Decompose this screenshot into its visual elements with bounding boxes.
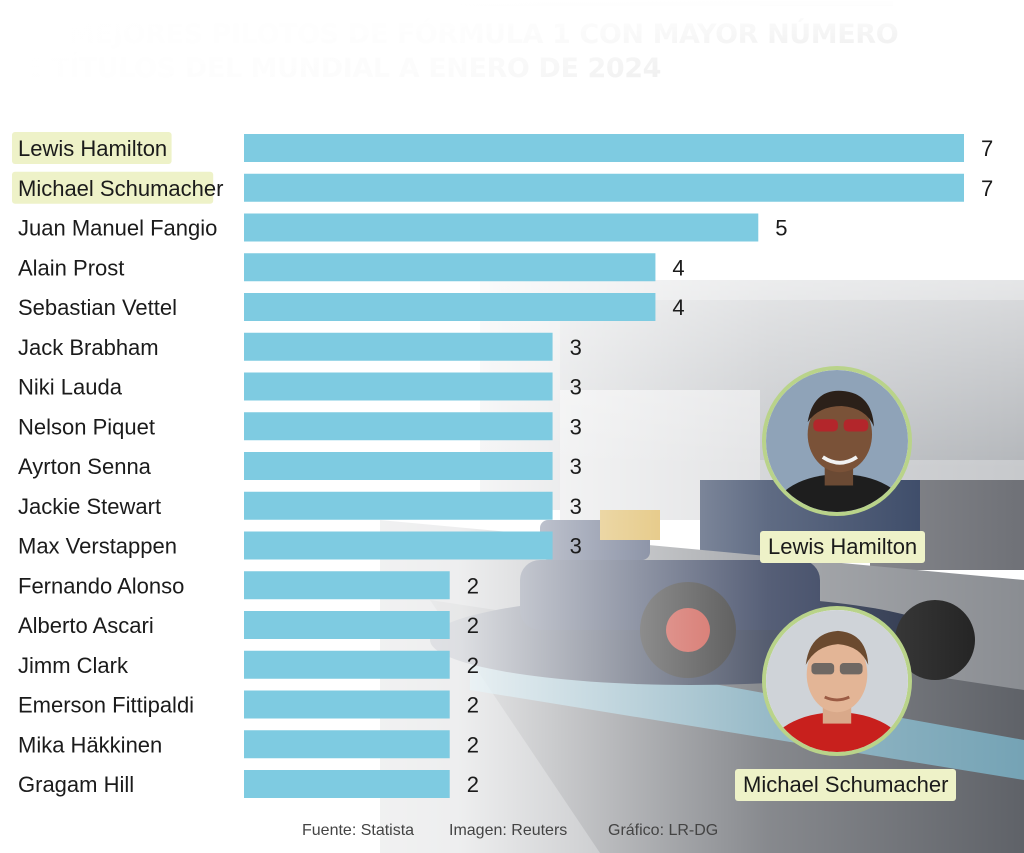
- bar-alain-prost: [244, 253, 656, 282]
- bar-alberto-ascari: [244, 611, 450, 639]
- category-label-alberto-ascari: Alberto Ascari: [18, 613, 154, 638]
- category-label-alain-prost: Alain Prost: [18, 255, 124, 280]
- footer-image-credit: Imagen: Reuters: [449, 822, 568, 839]
- bar-max-verstappen: [244, 531, 553, 560]
- bar-fernando-alonso: [244, 571, 450, 600]
- category-label-jack-brabham: Jack Brabham: [18, 335, 159, 360]
- bar-mika-hakkinen: [244, 730, 450, 759]
- bar-juan-manuel-fangio: [244, 213, 759, 242]
- label-highlight-lewis-hamilton: [12, 132, 172, 164]
- category-label-jimm-clark: Jimm Clark: [18, 653, 129, 678]
- value-label-jimm-clark: 2: [467, 653, 479, 678]
- category-label-nelson-piquet: Nelson Piquet: [18, 414, 155, 439]
- category-label-niki-lauda: Niki Lauda: [18, 375, 123, 400]
- bar-jimm-clark: [244, 650, 450, 679]
- hamilton-portrait-image: [766, 370, 908, 512]
- value-label-max-verstappen: 3: [570, 534, 582, 559]
- bar-jackie-stewart: [244, 491, 553, 520]
- footer: Fuente: Statista Imagen: Reuters Gráfico…: [0, 822, 1024, 844]
- bar-ayrton-senna: [244, 452, 553, 480]
- category-label-sebastian-vettel: Sebastian Vettel: [18, 295, 177, 320]
- hamilton-portrait: [762, 366, 912, 516]
- category-label-gragam-hill: Gragam Hill: [18, 772, 134, 797]
- category-label-mika-hakkinen: Mika Häkkinen: [18, 732, 162, 757]
- bar-jack-brabham: [244, 332, 553, 361]
- category-label-juan-manuel-fangio: Juan Manuel Fangio: [18, 216, 217, 241]
- category-label-ayrton-senna: Ayrton Senna: [18, 454, 152, 479]
- schumacher-portrait-image: [766, 610, 908, 752]
- value-label-nelson-piquet: 3: [570, 414, 582, 439]
- schumacher-name-tag: Michael Schumacher: [735, 769, 957, 801]
- category-label-jackie-stewart: Jackie Stewart: [18, 494, 161, 519]
- schumacher-portrait: [762, 606, 912, 756]
- hamilton-name-tag: Lewis Hamilton: [760, 531, 926, 563]
- footer-source: Fuente: Statista: [302, 822, 415, 839]
- value-label-sebastian-vettel: 4: [672, 295, 684, 320]
- value-label-niki-lauda: 3: [570, 375, 582, 400]
- category-label-lewis-hamilton: Lewis Hamilton: [18, 136, 167, 161]
- footer-graphic-credit: Gráfico: LR-DG: [608, 822, 719, 839]
- value-label-jack-brabham: 3: [570, 335, 582, 360]
- value-label-jackie-stewart: 3: [570, 494, 582, 519]
- bar-sebastian-vettel: [244, 293, 656, 321]
- category-label-fernando-alonso: Fernando Alonso: [18, 573, 184, 598]
- value-label-gragam-hill: 2: [467, 772, 479, 797]
- value-label-lewis-hamilton: 7: [981, 136, 993, 161]
- bar-lewis-hamilton: [244, 134, 964, 162]
- bar-nelson-piquet: [244, 412, 553, 441]
- category-label-emerson-fittipaldi: Emerson Fittipaldi: [18, 693, 194, 718]
- value-label-fernando-alonso: 2: [467, 573, 479, 598]
- value-label-emerson-fittipaldi: 2: [467, 693, 479, 718]
- value-label-mika-hakkinen: 2: [467, 732, 479, 757]
- value-label-ayrton-senna: 3: [570, 454, 582, 479]
- value-label-juan-manuel-fangio: 5: [775, 216, 787, 241]
- category-label-michael-schumacher: Michael Schumacher: [18, 176, 223, 201]
- value-label-alberto-ascari: 2: [467, 613, 479, 638]
- bar-michael-schumacher: [244, 173, 964, 202]
- category-label-max-verstappen: Max Verstappen: [18, 534, 177, 559]
- bar-niki-lauda: [244, 372, 553, 401]
- label-highlight-michael-schumacher: [12, 171, 214, 204]
- bar-emerson-fittipaldi: [244, 690, 450, 719]
- value-label-michael-schumacher: 7: [981, 176, 993, 201]
- value-label-alain-prost: 4: [672, 255, 684, 280]
- bar-gragam-hill: [244, 770, 450, 798]
